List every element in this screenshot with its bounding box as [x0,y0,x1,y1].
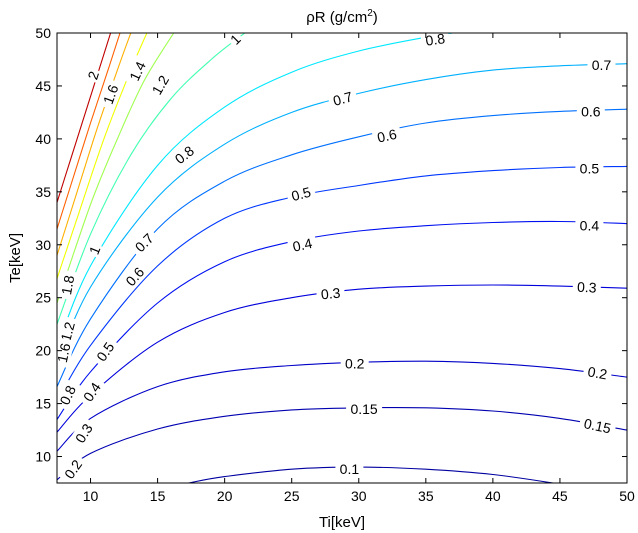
x-tick-label: 15 [150,488,166,504]
contour-line-0.8 [57,33,453,348]
y-tick-label: 50 [35,25,51,41]
x-tick-label: 10 [83,488,99,504]
svg-text:0.3: 0.3 [320,285,341,303]
contour-label-0.7: 0.7 [326,86,359,110]
y-axis-label: Te[keV] [7,233,24,283]
contour-line-0.6 [57,108,627,387]
contour-label-0.2: 0.2 [57,452,88,486]
contour-label-0.8: 0.8 [53,378,81,412]
contour-label-0.3: 0.3 [315,283,346,303]
contour-line-1.8 [57,33,121,230]
x-tick-label: 35 [418,488,434,504]
y-tick-label: 30 [35,237,51,253]
svg-text:0.3: 0.3 [577,279,597,296]
contour-label-0.15: 0.15 [578,413,617,438]
svg-text:0.5: 0.5 [580,161,600,177]
contour-label-0.15: 0.15 [346,399,383,417]
svg-text:0.8: 0.8 [56,383,79,408]
svg-text:0.15: 0.15 [583,415,613,436]
svg-text:0.6: 0.6 [376,126,399,146]
contour-line-0.4 [57,220,627,420]
contour-label-1: 1 [84,241,105,259]
svg-text:1.8: 1.8 [58,274,77,296]
svg-text:0.15: 0.15 [350,401,377,417]
contour-label-0.5: 0.5 [285,181,317,206]
svg-text:1.2: 1.2 [57,320,78,343]
contour-labels: 0.10.150.150.2 0.20.20.3 0.30.30.40.40.40.… [51,28,617,486]
svg-text:0.4: 0.4 [580,218,600,234]
contour-line-0.7 [57,63,627,364]
plot-area: 0.10.150.150.2 0.20.20.3 0.30.30.40.40.40.… [35,25,635,504]
y-tick-label: 45 [35,78,51,94]
contour-label-0.2: 0.2 [582,361,613,384]
svg-text:0.8: 0.8 [424,30,446,49]
x-axis-label: Ti[keV] [319,514,365,531]
x-tick-label: 30 [351,488,367,504]
y-tick-label: 40 [35,131,51,147]
contour-label-0.6: 0.6 [371,123,403,147]
contour-label-1.6: 1.6 [97,78,123,111]
contour-line-1.6 [57,33,132,256]
plot-frame [56,32,628,484]
svg-text:0.4: 0.4 [291,235,314,255]
contour-line-2 [57,33,112,203]
svg-text:0.5: 0.5 [290,184,313,205]
contour-label-0.5: 0.5 [575,159,604,177]
x-tick-label: 40 [485,488,501,504]
contour-label-0.4: 0.4 [575,216,604,234]
svg-text:0.2: 0.2 [587,363,609,382]
svg-text:0.6: 0.6 [581,103,601,119]
x-tick-label: 20 [217,488,233,504]
contour-label-0.2: 0.2 [340,354,369,372]
svg-text:0.1: 0.1 [340,461,360,477]
svg-text:1.4: 1.4 [126,59,149,84]
x-tick-label: 25 [284,488,300,504]
svg-text:1.6: 1.6 [100,82,122,106]
y-tick-label: 15 [35,396,51,412]
svg-text:0.2: 0.2 [345,355,365,371]
contour-lines [57,33,627,483]
svg-text:0.7: 0.7 [331,88,354,109]
contour-label-0.4: 0.4 [286,233,318,256]
contour-label-0.1: 0.1 [335,460,364,478]
svg-text:1.6: 1.6 [54,341,74,364]
axes: 10 15 20 25 30 35 40 45 50 10 15 20 25 30 35 40 45 50 [35,25,635,504]
contour-line-1.2 [57,33,175,304]
x-tick-label: 45 [552,488,568,504]
x-tick-label: 50 [619,488,635,504]
svg-text:0.7: 0.7 [592,57,612,73]
contour-label-0.3: 0.3 [572,277,602,296]
contour-label-0.7: 0.7 [587,55,616,73]
y-tick-label: 25 [35,290,51,306]
y-tick-label: 10 [35,449,51,465]
contour-label-1.4: 1.4 [123,54,151,88]
y-tick-label: 35 [35,184,51,200]
contour-line-0.15 [57,406,627,481]
contour-line-1 [57,33,246,325]
y-tick-label: 20 [35,343,51,359]
contour-line-0.2 [57,360,627,452]
contour-label-0.6: 0.6 [576,102,605,120]
contour-label-1.8: 1.8 [56,269,79,301]
contour-label-1.6: 1.6 [51,337,75,369]
contour-label-0.8: 0.8 [420,28,451,50]
chart-title: ρR (g/cm2) [306,8,378,26]
contour-label-2: 2 [82,66,103,84]
